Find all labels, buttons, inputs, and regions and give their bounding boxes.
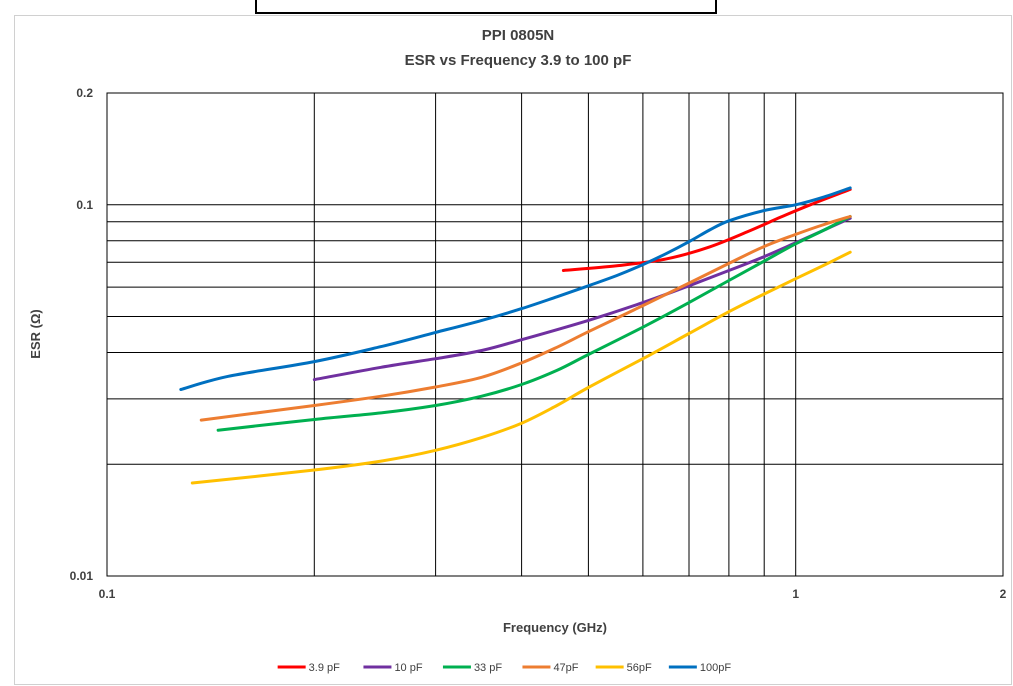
y-tick-label-0: 0.2 bbox=[76, 86, 93, 100]
legend-label-3: 47pF bbox=[553, 662, 578, 674]
series-layer bbox=[179, 186, 852, 485]
legend-label-1: 10 pF bbox=[394, 662, 422, 674]
x-tick-label-1: 1 bbox=[792, 587, 799, 601]
legend-label-2: 33 pF bbox=[474, 662, 502, 674]
x-tick-label-0: 0.1 bbox=[99, 587, 116, 601]
top-header-box bbox=[255, 0, 717, 14]
y-tick-label-2: 0.01 bbox=[70, 569, 94, 583]
tick-labels: 0.1 1 2 0.2 0.1 0.01 bbox=[70, 86, 1007, 601]
x-tick-label-2: 2 bbox=[1000, 587, 1007, 601]
legend-label-4: 56pF bbox=[627, 662, 652, 674]
legend: 3.9 pF 10 pF 33 pF 47pF 56pF 100pF bbox=[277, 662, 731, 674]
series-line-3 bbox=[199, 215, 852, 422]
x-axis-title: Frequency (GHz) bbox=[503, 620, 607, 635]
grid-layer bbox=[107, 93, 1003, 576]
series-line-0 bbox=[561, 187, 852, 272]
series-line-4 bbox=[190, 250, 852, 485]
y-tick-label-1: 0.1 bbox=[76, 198, 93, 212]
legend-label-5: 100pF bbox=[700, 662, 731, 674]
series-line-1 bbox=[312, 216, 852, 382]
chart-title: PPI 0805N bbox=[482, 27, 555, 44]
chart-area: PPI 0805N ESR vs Frequency 3.9 to 100 pF… bbox=[14, 15, 1012, 685]
y-axis-title: ESR (Ω) bbox=[28, 309, 43, 358]
plot-frame bbox=[106, 92, 1004, 577]
series-line-5 bbox=[179, 186, 852, 391]
series-line-2 bbox=[216, 215, 852, 432]
esr-frequency-chart: PPI 0805N ESR vs Frequency 3.9 to 100 pF… bbox=[28, 27, 1007, 674]
chart-subtitle: ESR vs Frequency 3.9 to 100 pF bbox=[405, 52, 632, 69]
legend-label-0: 3.9 pF bbox=[309, 662, 340, 674]
